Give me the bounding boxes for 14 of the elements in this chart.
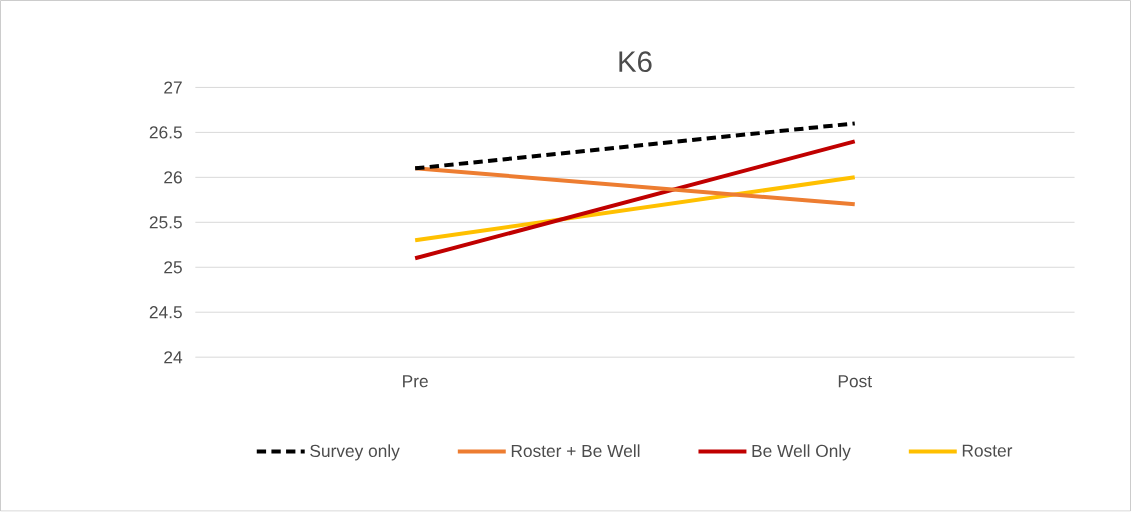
- y-tick-label: 27: [164, 81, 182, 94]
- legend-label: Roster + Be Well: [511, 444, 640, 458]
- legend-label: Be Well Only: [752, 444, 851, 461]
- y-tick-label: 25: [164, 261, 182, 274]
- y-tick-label: 24.5: [149, 306, 182, 319]
- legend-label: Roster: [962, 444, 1013, 457]
- y-tick-label: 26: [164, 171, 182, 184]
- y-tick-label: 25.5: [149, 216, 182, 229]
- x-tick-label: Pre: [403, 375, 428, 388]
- x-tick-label: Post: [838, 375, 872, 388]
- y-tick-label: 26.5: [149, 126, 182, 139]
- chart-title: K6: [619, 51, 652, 73]
- y-tick-label: 24: [164, 351, 183, 364]
- legend-label: Survey only: [310, 444, 400, 461]
